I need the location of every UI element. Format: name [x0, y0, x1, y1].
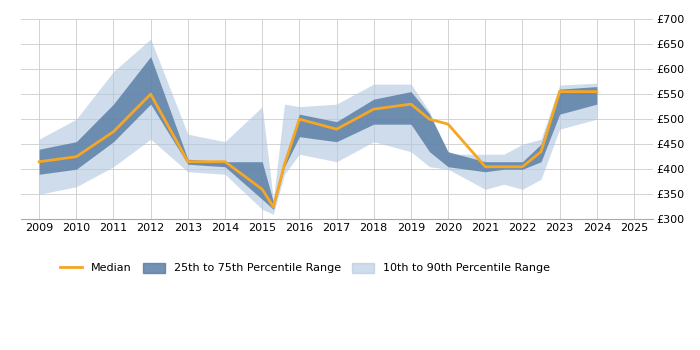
Legend: Median, 25th to 75th Percentile Range, 10th to 90th Percentile Range: Median, 25th to 75th Percentile Range, 1… [55, 258, 554, 278]
